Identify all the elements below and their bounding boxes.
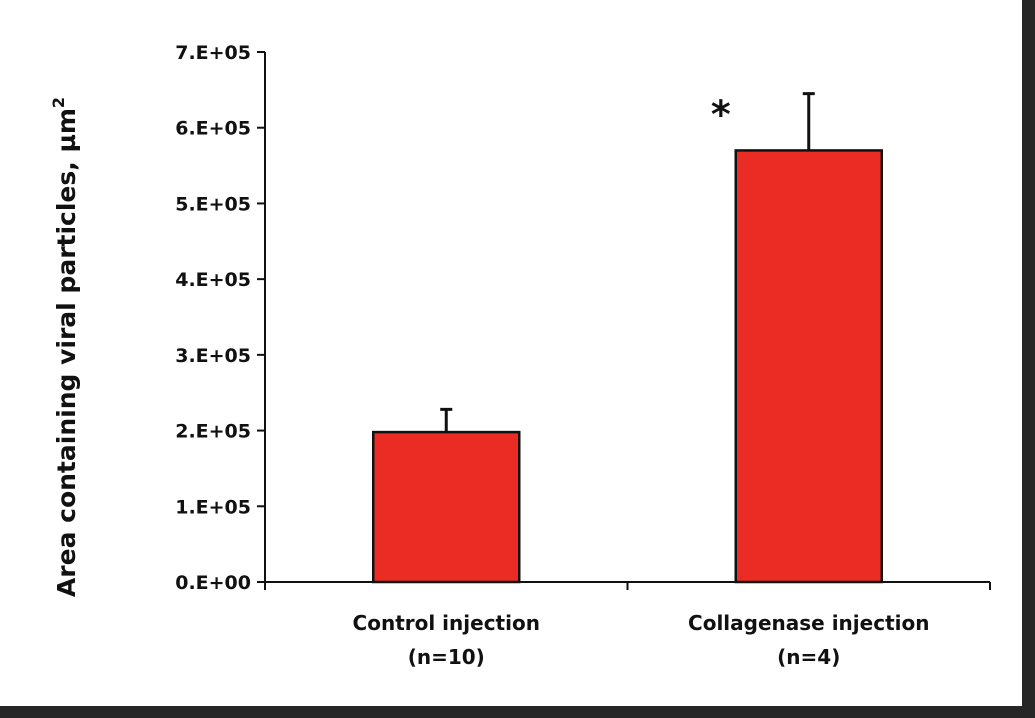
- y-tick-label: 2.E+05: [175, 421, 251, 443]
- y-tick-label: 5.E+05: [175, 193, 251, 215]
- x-tick-label: Control injection: [353, 611, 540, 635]
- x-tick-labels: Control injection (n=10) Collagenase injec…: [353, 611, 930, 669]
- bar: [734, 149, 883, 584]
- x-tick-label: (n=10): [408, 645, 485, 669]
- frame-edge-right: [1022, 0, 1035, 718]
- y-tick-label: 0.E+00: [175, 572, 251, 594]
- significance-marker: *: [711, 92, 731, 136]
- y-axis-title: Area containing viral particles, µm2: [49, 97, 81, 597]
- annotations: *: [711, 92, 731, 136]
- x-tick-label: Collagenase injection: [688, 611, 929, 635]
- bars: [372, 149, 883, 584]
- y-axis-title-superscript: 2: [49, 97, 68, 108]
- y-tick-label: 7.E+05: [175, 42, 251, 64]
- y-tick-label: 4.E+05: [175, 269, 251, 291]
- y-tick-label: 3.E+05: [175, 345, 251, 367]
- error-bars: [440, 92, 815, 433]
- y-axis: 0.E+00 1.E+05 2.E+05 3.E+05 4.E+05 5.E+05 6.E+…: [175, 42, 266, 594]
- y-tick-label: 1.E+05: [175, 496, 251, 518]
- y-axis-title-text: Area containing viral particles, µm: [52, 108, 81, 597]
- y-tick-label: 6.E+05: [175, 118, 251, 140]
- frame-edge-bottom: [0, 706, 1035, 718]
- x-tick-label: (n=4): [777, 645, 840, 669]
- bar: [372, 430, 521, 584]
